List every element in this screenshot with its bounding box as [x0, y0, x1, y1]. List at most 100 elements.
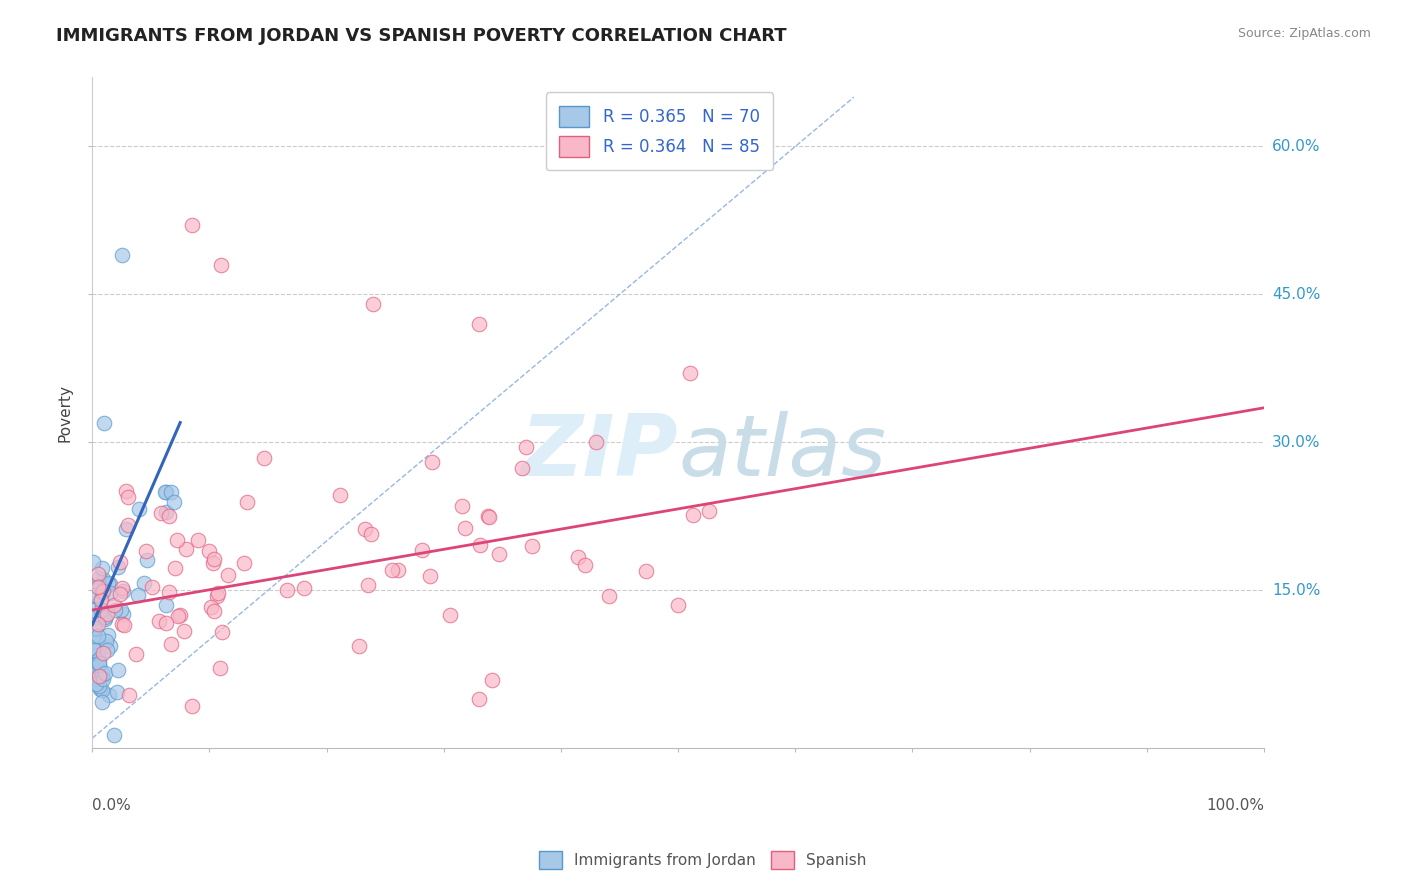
Point [598, 589, 620, 603]
Point [103, 728, 125, 742]
Point [89, 658, 111, 673]
Point [110, 603, 132, 617]
Point [117, 490, 139, 504]
Point [105, 685, 128, 699]
Point [83, 642, 105, 657]
Point [110, 586, 132, 600]
Point [148, 614, 170, 628]
Point [207, 586, 229, 600]
Point [93, 604, 115, 618]
Point [87, 571, 110, 585]
Point [91, 665, 114, 680]
Point [89, 672, 111, 686]
Point [98, 639, 121, 653]
Point [125, 647, 148, 661]
Point [94, 610, 117, 624]
Text: 45.0%: 45.0% [1272, 287, 1320, 301]
Point [205, 589, 228, 603]
Point [89, 681, 111, 696]
Point [82, 654, 104, 668]
Point [82, 555, 104, 569]
Point [176, 542, 198, 557]
Point [97, 628, 120, 642]
Text: ZIP: ZIP [520, 411, 678, 494]
Point [83, 621, 105, 635]
Point [202, 604, 225, 618]
Point [87, 580, 110, 594]
Point [165, 561, 187, 575]
Point [90, 593, 112, 607]
Point [173, 624, 195, 638]
Point [114, 484, 136, 499]
Point [217, 567, 239, 582]
Point [478, 510, 501, 524]
Point [83, 623, 105, 637]
Point [127, 588, 149, 602]
Point [98, 577, 121, 591]
Point [90, 603, 112, 617]
Legend: R = 0.365   N = 70, R = 0.364   N = 85: R = 0.365 N = 70, R = 0.364 N = 85 [546, 93, 773, 170]
Point [420, 455, 443, 469]
Point [87, 566, 110, 581]
Point [468, 317, 491, 331]
Point [276, 582, 298, 597]
Point [86, 648, 108, 662]
Point [387, 563, 409, 577]
Text: Source: ZipAtlas.com: Source: ZipAtlas.com [1237, 27, 1371, 40]
Point [91, 572, 114, 586]
Point [574, 558, 596, 572]
Point [160, 637, 183, 651]
Point [477, 508, 499, 523]
Point [96, 643, 118, 657]
Point [89, 609, 111, 624]
Point [360, 526, 382, 541]
Point [163, 495, 186, 509]
Point [91, 683, 114, 698]
Text: 30.0%: 30.0% [1272, 434, 1320, 450]
Point [98, 688, 121, 702]
Point [83, 620, 105, 634]
Point [202, 552, 225, 566]
Point [87, 629, 110, 643]
Point [166, 533, 188, 548]
Point [89, 669, 111, 683]
Point [169, 608, 191, 623]
Point [160, 485, 183, 500]
Point [198, 544, 221, 558]
Point [679, 366, 702, 380]
Point [82, 640, 104, 655]
Point [117, 517, 139, 532]
Point [211, 625, 233, 640]
Point [89, 656, 111, 670]
Point [84, 663, 107, 677]
Point [200, 599, 222, 614]
Point [90, 585, 112, 599]
Point [103, 598, 125, 612]
Point [155, 504, 177, 518]
Point [666, 598, 689, 612]
Point [108, 555, 131, 569]
Text: 15.0%: 15.0% [1272, 582, 1320, 598]
Point [470, 538, 492, 552]
Point [82, 602, 104, 616]
Point [209, 258, 232, 272]
Point [86, 677, 108, 691]
Point [157, 509, 180, 524]
Point [103, 603, 125, 617]
Point [112, 618, 135, 632]
Point [136, 553, 159, 567]
Point [83, 657, 105, 672]
Point [180, 219, 202, 233]
Point [110, 248, 132, 262]
Point [93, 611, 115, 625]
Point [90, 670, 112, 684]
Point [90, 695, 112, 709]
Point [84, 634, 107, 648]
Point [111, 582, 134, 596]
Point [567, 550, 589, 565]
Point [329, 488, 352, 502]
Point [347, 639, 370, 653]
Point [292, 581, 315, 595]
Point [87, 679, 110, 693]
Point [419, 569, 441, 583]
